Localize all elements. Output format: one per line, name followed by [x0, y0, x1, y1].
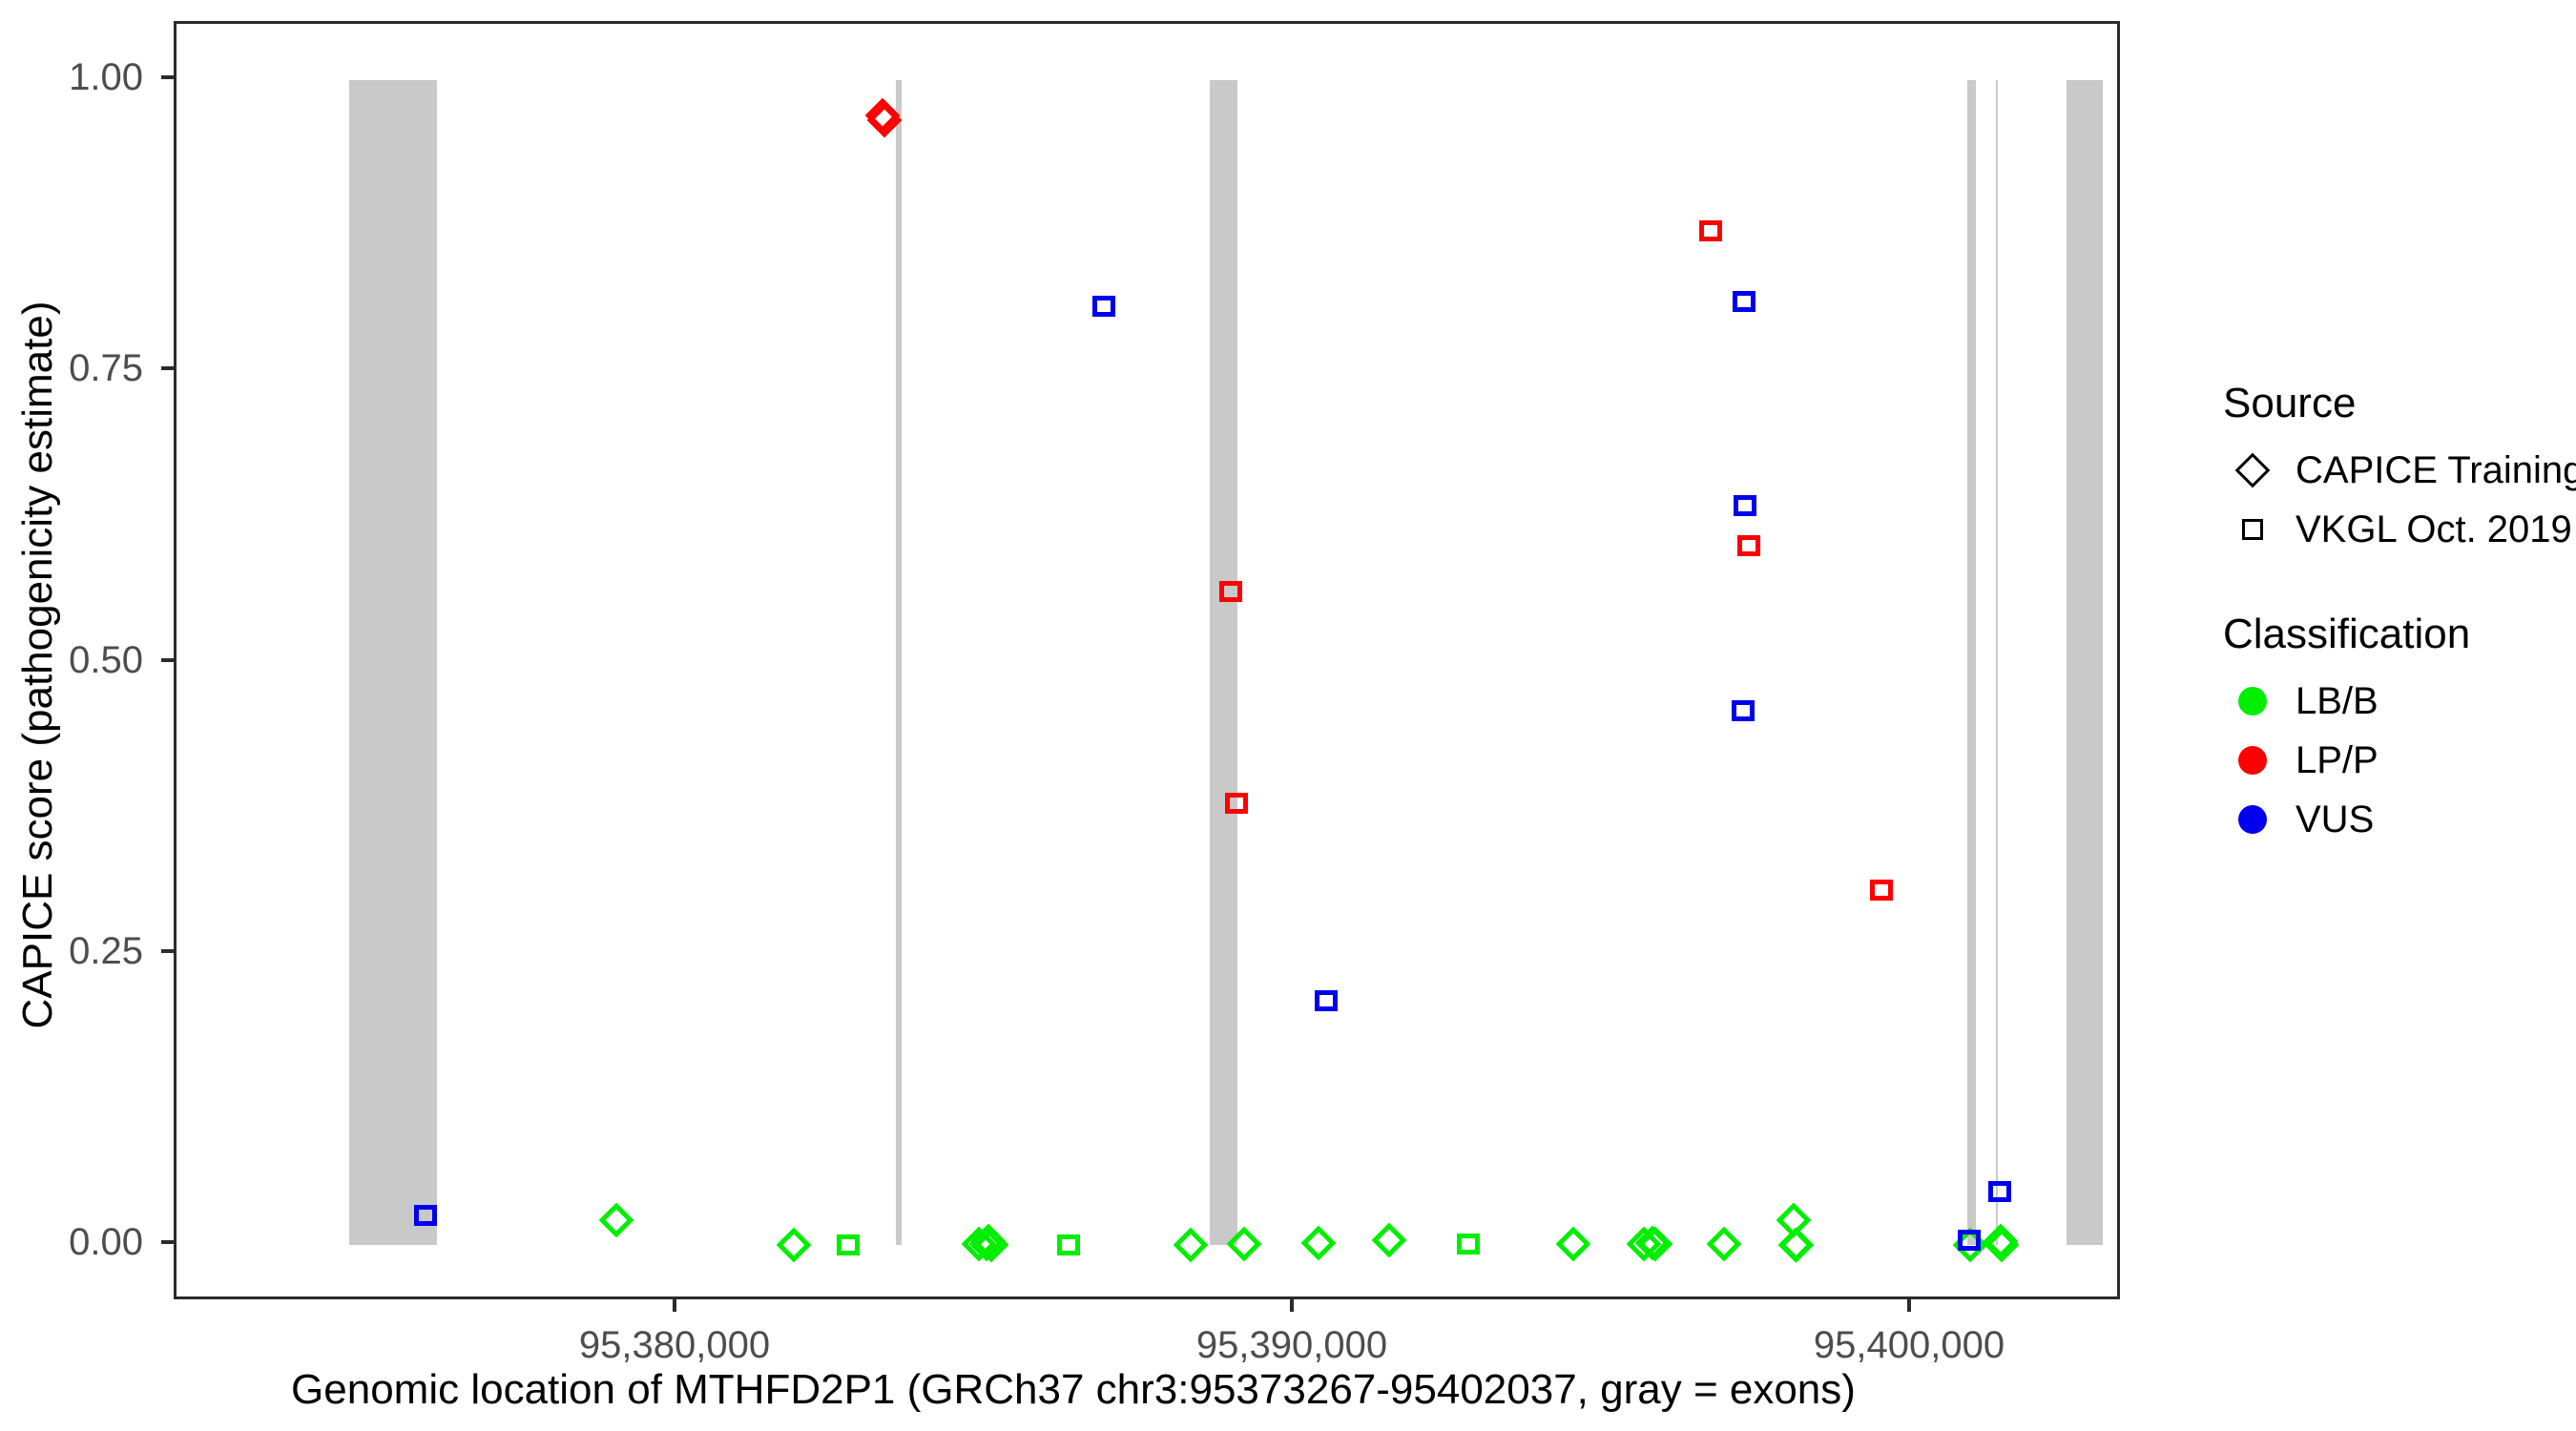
legend-label-vkgl: VKGL Oct. 2019: [2296, 508, 2572, 550]
legend: Source CAPICE Training VKGL Oct. 2019 Cl…: [2223, 380, 2576, 901]
legend-title-source: Source: [2223, 380, 2357, 426]
data-point-square: [1987, 1180, 2011, 1202]
plot-panel: [174, 21, 2120, 1299]
data-point-square: [1736, 535, 1760, 557]
y-tick-label: 0.25: [69, 929, 143, 972]
data-point-diamond: [1778, 1227, 1815, 1263]
x-tick-label: 95,390,000: [1195, 1324, 1388, 1366]
data-point-square: [1699, 219, 1723, 241]
data-point-square: [1456, 1233, 1480, 1255]
data-point-square: [1056, 1234, 1080, 1255]
legend-item-vus: VUS: [2223, 790, 2576, 849]
x-tick-label: 95,400,000: [1813, 1324, 2005, 1366]
legend-item-capice-training: CAPICE Training: [2223, 441, 2576, 500]
legend-group-classification: Classification LB/B LP/P VUS: [2223, 611, 2576, 849]
data-point-diamond: [1706, 1226, 1742, 1262]
square-marker-icon: [2223, 500, 2282, 559]
legend-item-lbb: LB/B: [2223, 672, 2576, 731]
data-point-square: [1870, 879, 1894, 901]
data-point-diamond: [1300, 1225, 1337, 1260]
data-point-diamond: [1371, 1222, 1407, 1258]
y-tick-mark: [161, 948, 174, 953]
exon-bar: [349, 80, 438, 1245]
x-tick-mark: [1907, 1299, 1911, 1312]
green-dot-icon: [2223, 672, 2282, 731]
legend-label-capice-training: CAPICE Training: [2296, 448, 2576, 491]
data-point-square: [1732, 699, 1755, 721]
data-point-square: [1957, 1230, 1981, 1252]
legend-group-source: Source CAPICE Training VKGL Oct. 2019: [2223, 380, 2576, 559]
y-tick-mark: [161, 366, 174, 371]
y-tick-label: 0.75: [69, 347, 143, 390]
data-point-diamond: [1556, 1226, 1591, 1262]
y-tick-mark: [161, 75, 174, 79]
blue-dot-icon: [2223, 790, 2282, 849]
red-dot-icon: [2223, 731, 2282, 790]
exon-bar: [896, 80, 902, 1245]
data-point-square: [1314, 989, 1338, 1011]
data-point-square: [1733, 494, 1756, 516]
y-tick-label: 1.00: [69, 56, 143, 98]
exon-bar: [1967, 80, 1976, 1245]
y-tick-mark: [161, 657, 174, 662]
legend-label-lbb: LB/B: [2296, 679, 2379, 722]
legend-item-vkgl: VKGL Oct. 2019: [2223, 500, 2576, 559]
diamond-marker-icon: [2223, 441, 2282, 500]
data-point-diamond: [1173, 1227, 1209, 1263]
data-point-diamond: [598, 1202, 634, 1238]
x-tick-label: 95,380,000: [578, 1324, 771, 1366]
data-point-square: [414, 1205, 438, 1227]
x-axis-title: Genomic location of MTHFD2P1 (GRCh37 chr…: [291, 1366, 1856, 1413]
y-tick-label: 0.00: [69, 1221, 143, 1263]
exon-bar: [1209, 80, 1238, 1245]
y-tick-label: 0.50: [69, 638, 143, 681]
exon-bar: [1995, 80, 1998, 1245]
data-point-square: [1219, 581, 1243, 603]
data-point-diamond: [776, 1227, 812, 1263]
legend-title-classification: Classification: [2223, 611, 2471, 657]
data-point-square: [1092, 295, 1116, 317]
legend-label-vus: VUS: [2296, 798, 2375, 840]
x-tick-mark: [1290, 1299, 1294, 1312]
data-point-square: [1733, 290, 1756, 312]
x-tick-mark: [673, 1299, 676, 1312]
y-tick-mark: [161, 1240, 174, 1244]
exon-bar: [2066, 80, 2103, 1245]
legend-item-lpp: LP/P: [2223, 731, 2576, 790]
legend-label-lpp: LP/P: [2296, 738, 2379, 781]
data-point-square: [1225, 793, 1249, 815]
data-point-square: [837, 1234, 861, 1255]
